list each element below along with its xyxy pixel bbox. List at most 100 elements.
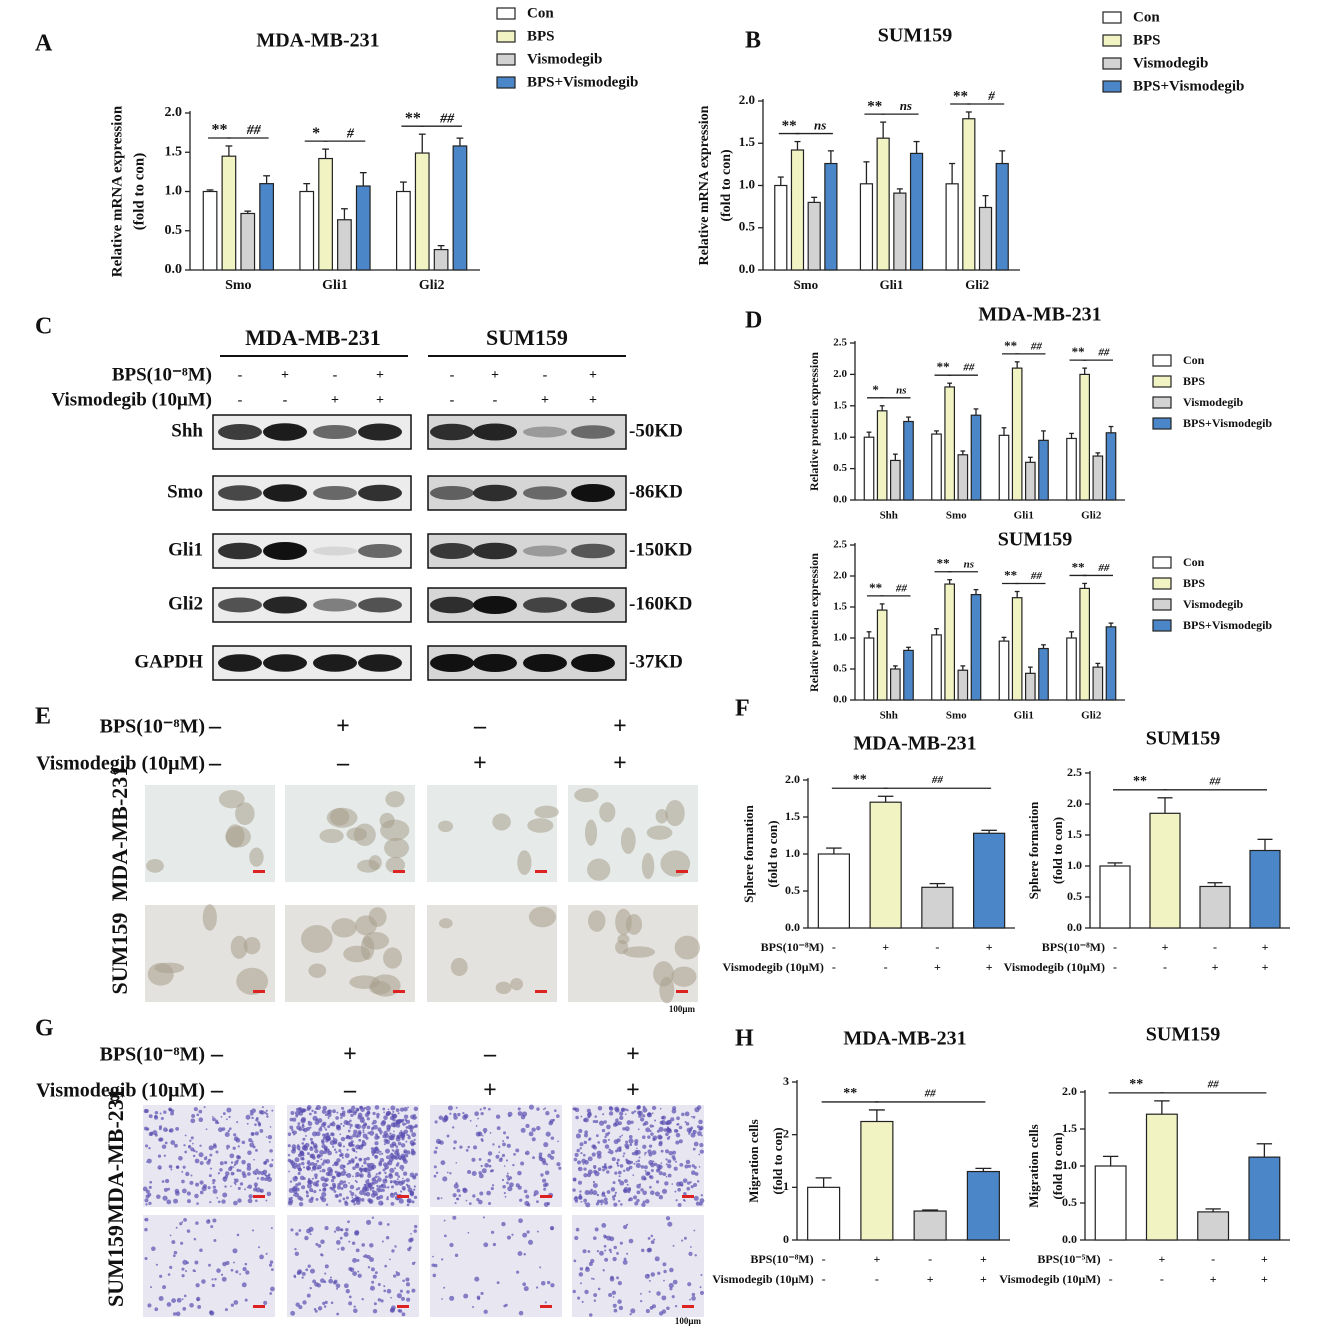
cell: [637, 1110, 642, 1115]
cell: [241, 1171, 246, 1176]
cell: [531, 1127, 536, 1132]
error-bar: [1095, 452, 1101, 457]
sphere: [574, 788, 599, 803]
blot-sign: +: [376, 393, 384, 408]
cell: [156, 1194, 161, 1199]
error-bar: [1082, 367, 1088, 375]
cell: [415, 1116, 418, 1119]
x-row-sign: -: [875, 1272, 879, 1286]
cell: [386, 1155, 390, 1160]
cell: [623, 1224, 628, 1230]
error-bar: [879, 603, 885, 611]
cell: [355, 1124, 362, 1130]
condition-sign: +: [483, 1078, 497, 1104]
blot-sign: -: [238, 393, 243, 408]
cell: [145, 1127, 150, 1131]
cell: [265, 1252, 268, 1255]
cell: [583, 1167, 587, 1171]
sphere: [249, 847, 264, 867]
cell: [618, 1175, 621, 1178]
cell: [171, 1109, 175, 1113]
cell: [154, 1114, 158, 1119]
cell: [630, 1120, 634, 1124]
cell: [157, 1154, 162, 1158]
y-tick-label: 2.0: [833, 570, 847, 582]
cell: [224, 1308, 228, 1312]
cell: [455, 1197, 458, 1200]
cell: [621, 1107, 626, 1112]
cell: [151, 1246, 156, 1252]
cell: [649, 1124, 653, 1128]
cell: [346, 1135, 351, 1140]
cell: [355, 1135, 359, 1138]
cell: [607, 1151, 610, 1154]
blot-band: [430, 543, 474, 559]
cell: [312, 1279, 317, 1284]
cell: [631, 1111, 635, 1115]
cell: [236, 1121, 239, 1124]
bar: [1011, 367, 1023, 501]
cell: [641, 1175, 646, 1181]
cell: [145, 1144, 149, 1148]
cell: [224, 1171, 230, 1176]
cell: [681, 1239, 684, 1242]
cell: [614, 1171, 618, 1175]
cell: [650, 1272, 656, 1277]
cell: [453, 1140, 457, 1144]
cell: [363, 1254, 368, 1259]
cell: [382, 1134, 387, 1139]
cell: [214, 1278, 217, 1281]
cell: [155, 1263, 158, 1266]
cell: [634, 1139, 639, 1144]
cell: [661, 1188, 668, 1194]
cell: [414, 1224, 418, 1229]
sphere: [653, 961, 674, 987]
cell: [668, 1151, 673, 1156]
sphere: [356, 859, 380, 873]
cell: [413, 1106, 419, 1112]
error-bar: [341, 208, 348, 220]
row-label: SUM159: [107, 913, 132, 995]
cell: [487, 1158, 491, 1163]
cell: [175, 1126, 180, 1131]
bar: [921, 886, 954, 929]
legend-label: Con: [1183, 353, 1205, 367]
cell: [639, 1292, 642, 1295]
blot-condition-label: BPS(10⁻⁸M): [112, 364, 212, 385]
cell: [693, 1182, 698, 1187]
significance: ns: [900, 98, 912, 113]
y-axis-label: (fold to con): [131, 153, 147, 231]
sphere: [319, 828, 344, 844]
cell: [247, 1150, 252, 1155]
cell: [665, 1149, 670, 1154]
cell: [390, 1181, 392, 1184]
cell: [314, 1148, 319, 1154]
error-bar: [922, 1209, 939, 1212]
cell: [629, 1143, 633, 1147]
cell: [269, 1260, 274, 1264]
cell: [700, 1134, 703, 1137]
micrograph: [145, 904, 275, 1002]
cell: [454, 1253, 459, 1258]
cell: [467, 1145, 470, 1149]
sphere: [671, 966, 697, 987]
cell: [642, 1200, 646, 1204]
cell: [318, 1189, 322, 1192]
y-axis-label: (fold to con): [1050, 817, 1065, 884]
sphere: [492, 813, 511, 831]
error-bar: [794, 140, 801, 151]
error-bar: [456, 137, 464, 146]
cell: [479, 1191, 484, 1196]
cell: [488, 1201, 492, 1206]
cell: [346, 1109, 351, 1114]
x-row-label: Vismodegib (10μM): [1004, 960, 1105, 974]
cell: [391, 1113, 394, 1116]
cell: [644, 1153, 646, 1156]
cell: [506, 1159, 509, 1162]
blot-band: [218, 542, 262, 560]
cell: [383, 1143, 386, 1146]
cell: [517, 1251, 523, 1257]
legend-label: BPS: [527, 28, 555, 44]
significance: **: [953, 88, 968, 104]
cell: [386, 1197, 389, 1201]
